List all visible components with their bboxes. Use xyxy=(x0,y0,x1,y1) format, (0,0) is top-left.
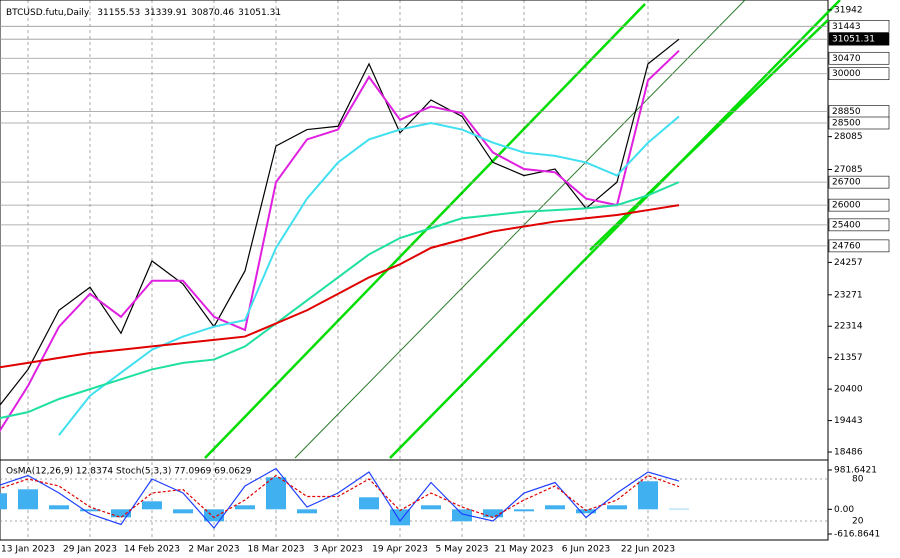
x-tick-label: 22 Jun 2023 xyxy=(621,545,675,555)
osma-bar xyxy=(0,493,7,510)
y-tick-label: 27085 xyxy=(834,165,863,175)
osma-bar xyxy=(359,497,379,510)
chart-title: BTCUSD.futu,Daily 31155.53 31339.91 30870.4… xyxy=(6,8,281,18)
level-label: 30000 xyxy=(832,69,861,79)
osma-bar xyxy=(18,489,38,510)
level-label: 31051.31 xyxy=(832,35,875,45)
channel-line xyxy=(389,0,841,459)
osma-bar xyxy=(49,505,69,510)
x-tick-label: 5 May 2023 xyxy=(436,545,489,555)
y-tick-label: 24257 xyxy=(834,258,863,268)
x-tick-label: 29 Jan 2023 xyxy=(63,545,117,555)
y2-tick-label: 981.6421 xyxy=(834,466,877,476)
level-label: 31443 xyxy=(832,22,861,32)
osma-bar xyxy=(266,477,286,510)
osma-bar xyxy=(235,505,255,510)
x-tick-label: 14 Feb 2023 xyxy=(124,545,180,555)
stoch-line xyxy=(0,474,680,519)
level-box xyxy=(828,239,890,253)
osma-bar xyxy=(173,509,193,514)
y-tick-label: 80 xyxy=(852,475,864,485)
level-box xyxy=(828,67,890,81)
level-label: 30470 xyxy=(832,54,861,64)
osma-bar xyxy=(297,509,317,514)
level-label: 28500 xyxy=(832,118,861,128)
osma-bar xyxy=(576,509,596,514)
level-box xyxy=(828,175,890,189)
osma-bar xyxy=(421,505,441,510)
x-tick-label: 19 Apr 2023 xyxy=(372,545,428,555)
level-label: 28850 xyxy=(832,107,861,117)
y-tick-label: 21357 xyxy=(834,353,863,363)
osma-bar xyxy=(669,508,689,510)
indicator-title: OsMA(12,26,9) 12.8374 Stoch(5,3,3) 77.09… xyxy=(6,467,252,477)
y2-tick-label: -616.8641 xyxy=(834,530,880,540)
level-label: 26700 xyxy=(832,178,861,188)
osma-bar xyxy=(204,509,224,522)
level-label: 25400 xyxy=(832,220,861,230)
y-tick-label: 20 xyxy=(852,517,864,527)
osma-bar xyxy=(452,509,472,522)
y-tick-label: 19443 xyxy=(834,416,863,426)
osma-bar xyxy=(483,509,503,518)
x-tick-label: 6 Jun 2023 xyxy=(562,545,610,555)
level-box xyxy=(828,218,890,232)
level-box xyxy=(828,198,890,212)
osma-bar xyxy=(111,509,131,518)
ohlc: 30870.46 xyxy=(191,8,234,18)
osma-bar xyxy=(638,481,658,510)
series-line xyxy=(0,49,680,433)
series-line xyxy=(0,181,680,420)
series-line xyxy=(0,204,680,369)
osma-bar xyxy=(80,509,100,512)
x-tick-label: 2 Mar 2023 xyxy=(188,545,239,555)
osma-bar xyxy=(607,505,627,510)
level-box xyxy=(828,32,890,46)
ohlc: 31339.91 xyxy=(144,8,187,18)
osma-bar xyxy=(142,501,162,510)
y-tick-label: 28085 xyxy=(834,132,863,142)
y-tick-label: 23271 xyxy=(834,290,863,300)
osma-bar xyxy=(514,509,534,512)
y-tick-label: 22314 xyxy=(834,322,863,332)
level-box xyxy=(828,116,890,130)
level-label: 24760 xyxy=(832,241,861,251)
title: BTCUSD.futu,Daily xyxy=(6,8,90,18)
osma-bar xyxy=(545,505,565,510)
level-box xyxy=(828,20,890,33)
y-tick-label: 20400 xyxy=(834,385,863,395)
y-tick-label: 31942 xyxy=(834,5,863,15)
level-box xyxy=(828,51,890,65)
x-tick-label: 3 Apr 2023 xyxy=(313,545,363,555)
x-tick-label: 13 Jan 2023 xyxy=(1,545,55,555)
x-tick-label: 18 Mar 2023 xyxy=(247,545,304,555)
y2-tick-label: 0.00 xyxy=(834,505,854,515)
y-tick-label: 18486 xyxy=(834,448,863,458)
channel-mid xyxy=(294,0,746,459)
x-tick-label: 21 May 2023 xyxy=(495,545,554,555)
ohlc: 31155.53 xyxy=(97,8,140,18)
ohlc: 31051.31 xyxy=(238,8,281,18)
plot-frame xyxy=(0,0,829,541)
level-label: 26000 xyxy=(832,201,861,211)
